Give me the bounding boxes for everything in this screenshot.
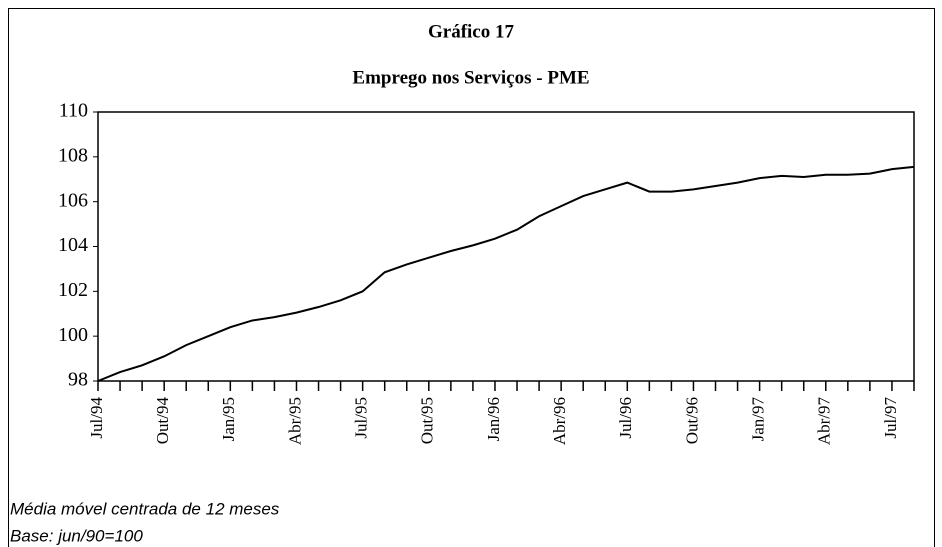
line-series: [97, 165, 915, 382]
x-tick-label: Out/95: [418, 397, 437, 444]
y-tick-label: 98: [68, 369, 88, 391]
note: Média móvel centrada de 12 meses: [10, 499, 280, 518]
y-tick-label: 102: [58, 279, 88, 301]
x-tick-label: Jul/96: [616, 397, 635, 439]
x-tick-label: Abr/96: [550, 397, 569, 445]
y-tick-label: 106: [58, 189, 88, 211]
x-tick-label: Out/96: [682, 397, 701, 444]
y-tick-label: 108: [58, 144, 88, 166]
x-tick-label: Out/94: [153, 397, 172, 445]
x-tick-label: Jul/97: [881, 397, 900, 439]
y-tick-label: 100: [58, 324, 88, 346]
x-tick-label: Jan/97: [749, 397, 768, 442]
y-tick-label: 104: [58, 234, 88, 256]
x-tick-label: Jan/96: [484, 397, 503, 441]
chart-subtitle: Emprego nos Serviços - PME: [352, 67, 589, 88]
y-tick-label: 110: [59, 100, 88, 122]
x-tick-label: Abr/95: [285, 397, 304, 445]
x-tick-label: Jan/95: [219, 397, 238, 441]
note: Base: jun/90=100: [10, 526, 143, 545]
x-tick-label: Abr/97: [815, 397, 834, 446]
x-tick-label: Jul/95: [352, 397, 371, 439]
chart-title: Gráfico 17: [428, 21, 515, 42]
plot-frame: [97, 111, 915, 382]
chart-frame: [8, 8, 935, 547]
x-tick-label: Jul/94: [87, 397, 106, 439]
